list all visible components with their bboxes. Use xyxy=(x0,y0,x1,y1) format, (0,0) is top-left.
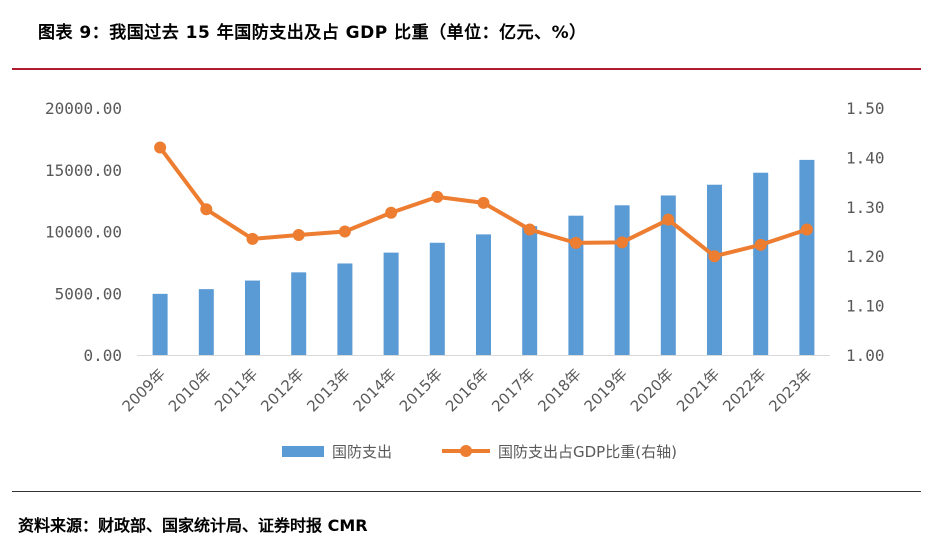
bar xyxy=(152,293,168,355)
y-right-tick-label: 1.00 xyxy=(846,346,885,365)
bar xyxy=(198,289,214,355)
ratio-point xyxy=(246,232,259,245)
x-tick-label: 2017年 xyxy=(488,365,538,415)
y-right-tick-label: 1.20 xyxy=(846,247,885,266)
x-tick-label: 2011年 xyxy=(211,365,261,415)
y-right-tick-label: 1.40 xyxy=(846,148,885,167)
x-tick-label: 2022年 xyxy=(719,365,769,415)
x-tick-label: 2018年 xyxy=(534,365,584,415)
x-tick-label: 2012年 xyxy=(257,365,307,415)
legend-line-marker xyxy=(460,445,472,457)
ratio-point xyxy=(754,238,767,251)
legend-line-label: 国防支出占GDP比重(右轴) xyxy=(498,443,677,461)
y-left-tick-label: 0.00 xyxy=(83,346,122,365)
bar xyxy=(337,263,353,355)
y-right-tick-label: 1.10 xyxy=(846,297,885,316)
x-tick-label: 2021年 xyxy=(673,365,723,415)
legend-bar-label: 国防支出 xyxy=(332,443,392,461)
bar xyxy=(614,205,630,355)
bar xyxy=(568,215,584,355)
y-right-tick-label: 1.50 xyxy=(846,99,885,118)
ratio-point xyxy=(616,236,629,249)
bar xyxy=(383,252,399,355)
ratio-point xyxy=(569,236,582,249)
ratio-point xyxy=(154,141,167,154)
bar xyxy=(429,242,445,355)
x-tick-label: 2023年 xyxy=(765,365,815,415)
ratio-point xyxy=(523,223,536,236)
ratio-point xyxy=(477,196,490,209)
bar xyxy=(799,159,815,355)
source-note: 资料来源：财政部、国家统计局、证券时报 CMR xyxy=(18,516,368,535)
ratio-point xyxy=(338,225,351,238)
bar xyxy=(476,234,491,355)
bar xyxy=(522,226,538,355)
header-divider xyxy=(12,68,921,70)
bar xyxy=(707,184,722,355)
bar xyxy=(245,280,260,355)
legend-bar-swatch xyxy=(282,446,324,457)
y-left-tick-label: 10000.00 xyxy=(45,223,122,242)
ratio-point xyxy=(292,228,305,241)
footer-divider xyxy=(12,491,921,492)
y-right-tick-label: 1.30 xyxy=(846,198,885,217)
y-left-tick-label: 20000.00 xyxy=(45,99,122,118)
bar xyxy=(291,272,307,355)
bar xyxy=(660,195,676,355)
y-left-tick-label: 15000.00 xyxy=(45,161,122,180)
x-tick-label: 2020年 xyxy=(627,365,677,415)
bar xyxy=(753,172,769,355)
x-tick-label: 2014年 xyxy=(350,365,400,415)
ratio-point xyxy=(708,250,721,263)
y-left-tick-label: 5000.00 xyxy=(55,284,122,303)
ratio-point xyxy=(800,223,813,236)
x-tick-label: 2009年 xyxy=(119,365,169,415)
ratio-point xyxy=(385,206,398,219)
x-tick-label: 2015年 xyxy=(396,365,446,415)
ratio-point xyxy=(200,203,213,216)
chart-title: 图表 9：我国过去 15 年国防支出及占 GDP 比重（单位：亿元、%） xyxy=(38,23,587,43)
ratio-point xyxy=(431,190,444,203)
x-tick-label: 2010年 xyxy=(165,365,215,415)
ratio-point xyxy=(662,213,675,226)
x-tick-label: 2016年 xyxy=(442,365,492,415)
x-tick-label: 2019年 xyxy=(581,365,631,415)
x-tick-label: 2013年 xyxy=(303,365,353,415)
